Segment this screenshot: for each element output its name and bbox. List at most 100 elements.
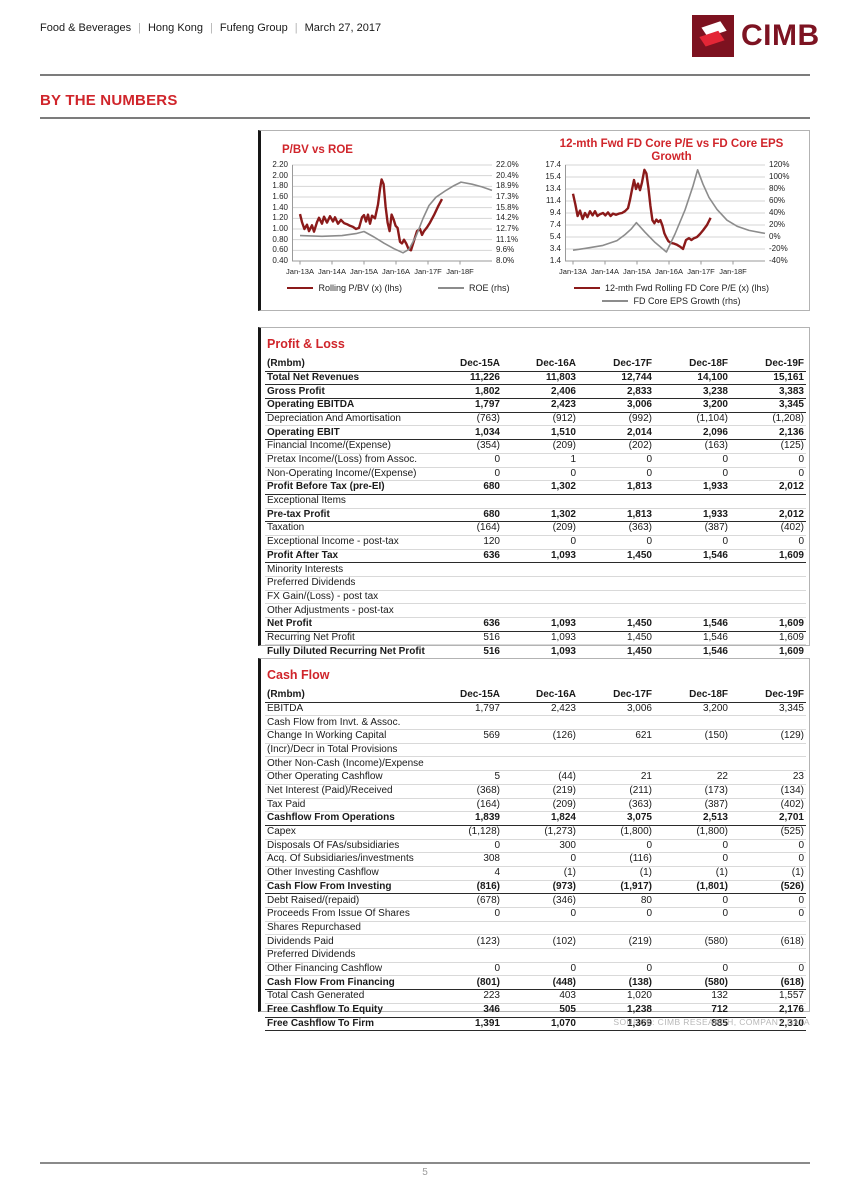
axis-tick-label: 80% [769, 184, 786, 193]
table-cell [426, 576, 502, 591]
table-cell: 2,176 [730, 1002, 806, 1018]
table-cell: 1,238 [578, 1002, 654, 1018]
table-row: Recurring Net Profit 516 1,093 1,450 1,546 1,… [265, 631, 806, 646]
table-cell: (1,800) [654, 825, 730, 840]
row-label: Other Adjustments - post-tax [265, 603, 426, 619]
table-cell: (209) [502, 439, 578, 454]
row-label: Minority Interests [265, 562, 426, 577]
x-tick-label: Jan-17F [687, 267, 715, 276]
table-cell: 1,093 [502, 644, 578, 660]
table-cell: 0 [730, 962, 806, 977]
table-cell: (368) [426, 784, 502, 799]
table-cell: Dec-19F [730, 689, 806, 703]
axis-tick-label: 17.4 [545, 160, 561, 169]
axis-tick-label: 22.0% [496, 160, 519, 169]
table-row: FX Gain/(Loss) - post tax [265, 590, 806, 605]
pnl-table: (Rmbm) Dec-15A Dec-16A Dec-17F Dec-18F Dec-19… [265, 358, 806, 660]
table-cell: 1,020 [578, 989, 654, 1004]
series-line [571, 168, 712, 251]
table-cell: 680 [426, 507, 502, 523]
table-cell: 1 [502, 453, 578, 468]
table-cell: 3,075 [578, 811, 654, 826]
row-label: Other Investing Cashflow [265, 866, 426, 881]
table-row: Dividends Paid (123) (102) (219) (580) (618) [265, 934, 806, 950]
table-row: Shares Repurchased [265, 921, 806, 936]
row-label: Cash Flow from Invt. & Assoc. [265, 715, 426, 731]
table-row: Preferred Dividends [265, 948, 806, 963]
table-cell: 2,136 [730, 425, 806, 441]
table-cell: 505 [502, 1002, 578, 1018]
table-cell: (346) [502, 893, 578, 908]
table-cell: (44) [502, 770, 578, 785]
table-cell: 0 [654, 467, 730, 482]
table-cell: 0 [730, 453, 806, 468]
table-cell: 0 [654, 453, 730, 468]
table-cell: (402) [730, 521, 806, 536]
table-row: Non-Operating Income/(Expense) 0 0 0 0 0 [265, 467, 806, 482]
row-label: (Incr)/Decr in Total Provisions [265, 743, 426, 758]
table-cell: 3,006 [578, 702, 654, 717]
table-cell: 680 [426, 480, 502, 495]
table-cell [730, 948, 806, 963]
table-cell [730, 743, 806, 758]
table-row: Other Adjustments - post-tax [265, 603, 806, 619]
legend-line-sample [602, 300, 629, 302]
table-cell [578, 921, 654, 936]
table-cell: Dec-16A [502, 358, 578, 372]
table-cell: (102) [502, 934, 578, 950]
series-line [299, 181, 493, 254]
table-cell [502, 576, 578, 591]
table-cell: (150) [654, 729, 730, 744]
row-label: EBITDA [265, 702, 426, 717]
x-tick-label: Jan-15A [623, 267, 651, 276]
table-row: Cash Flow From Financing (801) (448) (138)(… [265, 975, 806, 991]
table-cell: (1,801) [654, 879, 730, 895]
row-label: Profit Before Tax (pre-EI) [265, 480, 426, 495]
row-label: Other Non-Cash (Income)/Expense [265, 756, 426, 772]
table-row: Taxation (164) (209) (363) (387) (402) [265, 521, 806, 536]
legend-line-sample [573, 286, 600, 290]
table-cell: (123) [426, 934, 502, 950]
axis-tick-label: 7.4 [549, 220, 561, 229]
table-cell: 11,803 [502, 370, 578, 386]
row-label: Recurring Net Profit [265, 631, 426, 646]
legend-item: FD Core EPS Growth (rhs) [602, 296, 741, 306]
axis-tick-label: 0% [769, 232, 781, 241]
table-cell: (1) [730, 866, 806, 881]
table-cell: (354) [426, 439, 502, 454]
table-header-row: (Rmbm) Dec-15A Dec-16A Dec-17F Dec-18F Dec-19… [265, 689, 806, 703]
table-cell: Dec-15A [426, 358, 502, 372]
table-row: EBITDA 1,797 2,423 3,006 3,200 3,345 [265, 702, 806, 717]
table-cell [730, 576, 806, 591]
table-row: Pre-tax Profit 680 1,302 1,813 1,933 2,012 [265, 507, 806, 523]
table-cell: (1,104) [654, 412, 730, 427]
table-cell: Dec-19F [730, 358, 806, 372]
axis-tick-label: 11.1% [496, 234, 519, 244]
table-row: Operating EBIT 1,034 1,510 2,014 2,096 2,136 [265, 425, 806, 441]
table-cell [578, 715, 654, 731]
table-cell: 0 [502, 907, 578, 922]
table-cell [502, 590, 578, 605]
breadcrumb: Food & Beverages | Hong Kong | Fufeng Group |… [40, 22, 381, 34]
table-row: Cash Flow from Invt. & Assoc. [265, 715, 806, 731]
row-label: Other Operating Cashflow [265, 770, 426, 785]
row-label: Tax Paid [265, 798, 426, 813]
table-cell: 0 [578, 467, 654, 482]
row-label: Total Net Revenues [265, 370, 426, 386]
row-label: Cashflow From Operations [265, 811, 426, 826]
breadcrumb-date: March 27, 2017 [304, 22, 382, 34]
table-cell: 516 [426, 631, 502, 646]
table-row: Other Financing Cashflow 0 0 0 0 0 [265, 962, 806, 977]
table-cell: 22 [654, 770, 730, 785]
pnl-panel: Profit & Loss (Rmbm) Dec-15A Dec-16A Dec-17… [258, 327, 810, 660]
table-cell: 0 [502, 535, 578, 550]
table-cell [578, 494, 654, 509]
legend-line-sample [438, 287, 465, 289]
table-cell: (525) [730, 825, 806, 840]
table-cell: 300 [502, 839, 578, 854]
table-cell: 1,813 [578, 507, 654, 523]
table-cell [654, 590, 730, 605]
legend-line-sample [287, 286, 314, 290]
table-cell [426, 562, 502, 577]
table-row: Financial Income/(Expense) (354) (209) (202… [265, 439, 806, 454]
